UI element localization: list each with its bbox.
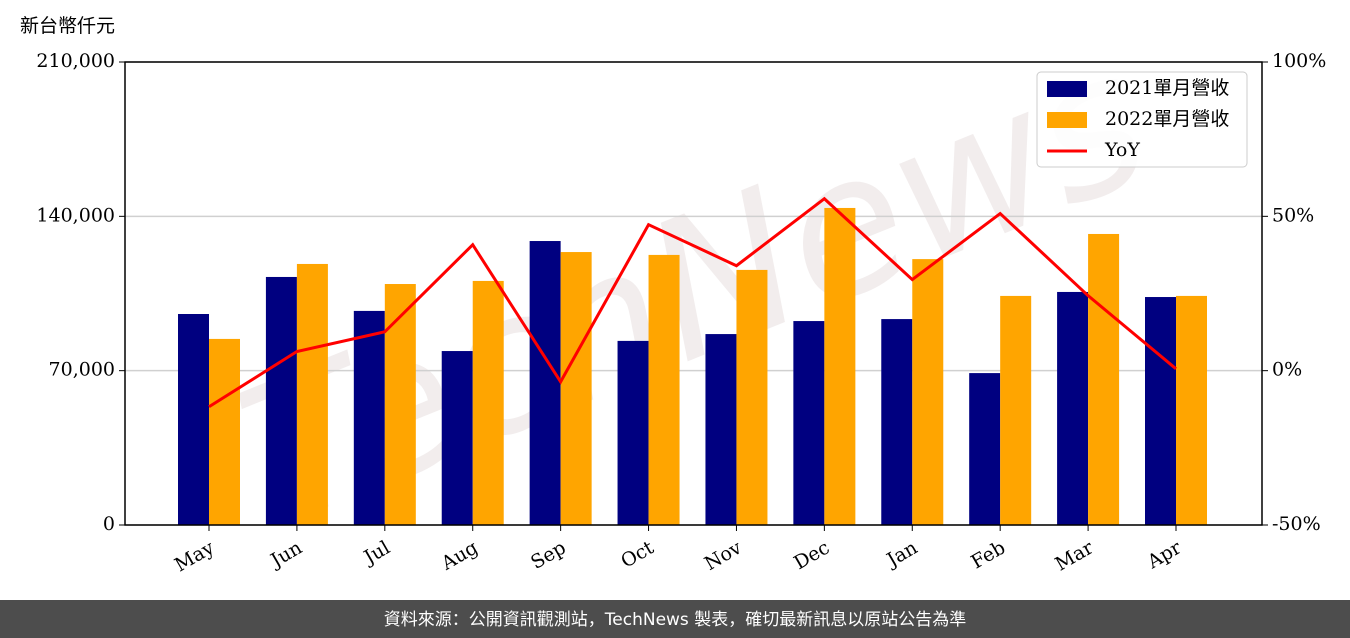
- x-tick-label: Oct: [617, 536, 658, 572]
- y-tick-label: 0: [103, 513, 115, 535]
- bar: [705, 334, 737, 525]
- y2-tick-label: 50%: [1272, 204, 1314, 226]
- x-tick-label: Jul: [359, 537, 394, 570]
- footer-source: 資料來源：公開資訊觀測站，TechNews 製表，確切最新訊息以原站公告為準: [384, 610, 966, 630]
- x-tick-label: May: [171, 536, 218, 576]
- bar: [648, 254, 680, 525]
- legend-swatch: [1047, 112, 1087, 128]
- bar: [353, 310, 385, 525]
- y-axis-label: 新台幣仟元: [20, 15, 115, 37]
- bar: [1057, 291, 1089, 525]
- y-tick-label: 70,000: [49, 359, 115, 381]
- legend-label: 2021單月營收: [1105, 77, 1229, 99]
- bar: [209, 338, 240, 525]
- bar: [1176, 295, 1207, 525]
- bar: [881, 319, 913, 525]
- legend-label: YoY: [1104, 139, 1140, 161]
- x-tick-label: Sep: [527, 537, 570, 574]
- bar: [560, 252, 592, 525]
- x-tick-label: Mar: [1052, 536, 1098, 575]
- bar: [912, 259, 944, 525]
- footer-bar: [0, 600, 1350, 638]
- x-tick-label: Feb: [967, 537, 1009, 574]
- y2-tick-label: -50%: [1272, 513, 1321, 535]
- bar: [793, 321, 825, 525]
- y2-tick-label: 0%: [1272, 359, 1302, 381]
- y2-tick-label: 100%: [1272, 50, 1326, 72]
- bar: [736, 269, 768, 525]
- y-tick-label: 140,000: [36, 204, 115, 226]
- line: [208, 196, 1177, 409]
- y-tick-label: 210,000: [36, 50, 115, 72]
- x-tick-label: Aug: [437, 537, 482, 576]
- bar: [441, 351, 473, 525]
- plot-frame: [124, 61, 1263, 526]
- bar: [824, 207, 856, 525]
- bar: [529, 241, 561, 525]
- x-tick-label: Jan: [882, 537, 922, 573]
- bar: [1088, 233, 1120, 525]
- bar: [472, 280, 504, 525]
- legend-swatch: [1047, 81, 1087, 97]
- x-tick-label: Dec: [790, 537, 833, 575]
- legend-label: 2022單月營收: [1105, 108, 1229, 130]
- bar: [265, 276, 297, 525]
- x-tick-label: Apr: [1143, 536, 1186, 573]
- bar: [178, 314, 209, 525]
- bar: [1000, 295, 1032, 525]
- bar: [1145, 297, 1176, 525]
- bar: [296, 263, 328, 525]
- legend-box: [1036, 71, 1248, 168]
- bar: [617, 340, 649, 525]
- x-tick-label: Nov: [701, 536, 746, 575]
- bar: [384, 284, 416, 525]
- bar: [969, 373, 1001, 525]
